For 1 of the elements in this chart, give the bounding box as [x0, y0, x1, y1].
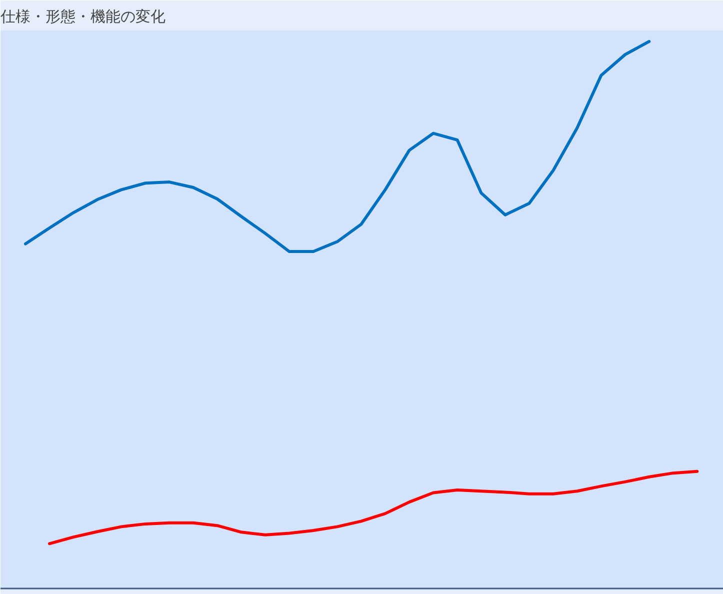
chart-title: 仕様・形態・機能の変化 — [0, 8, 166, 26]
